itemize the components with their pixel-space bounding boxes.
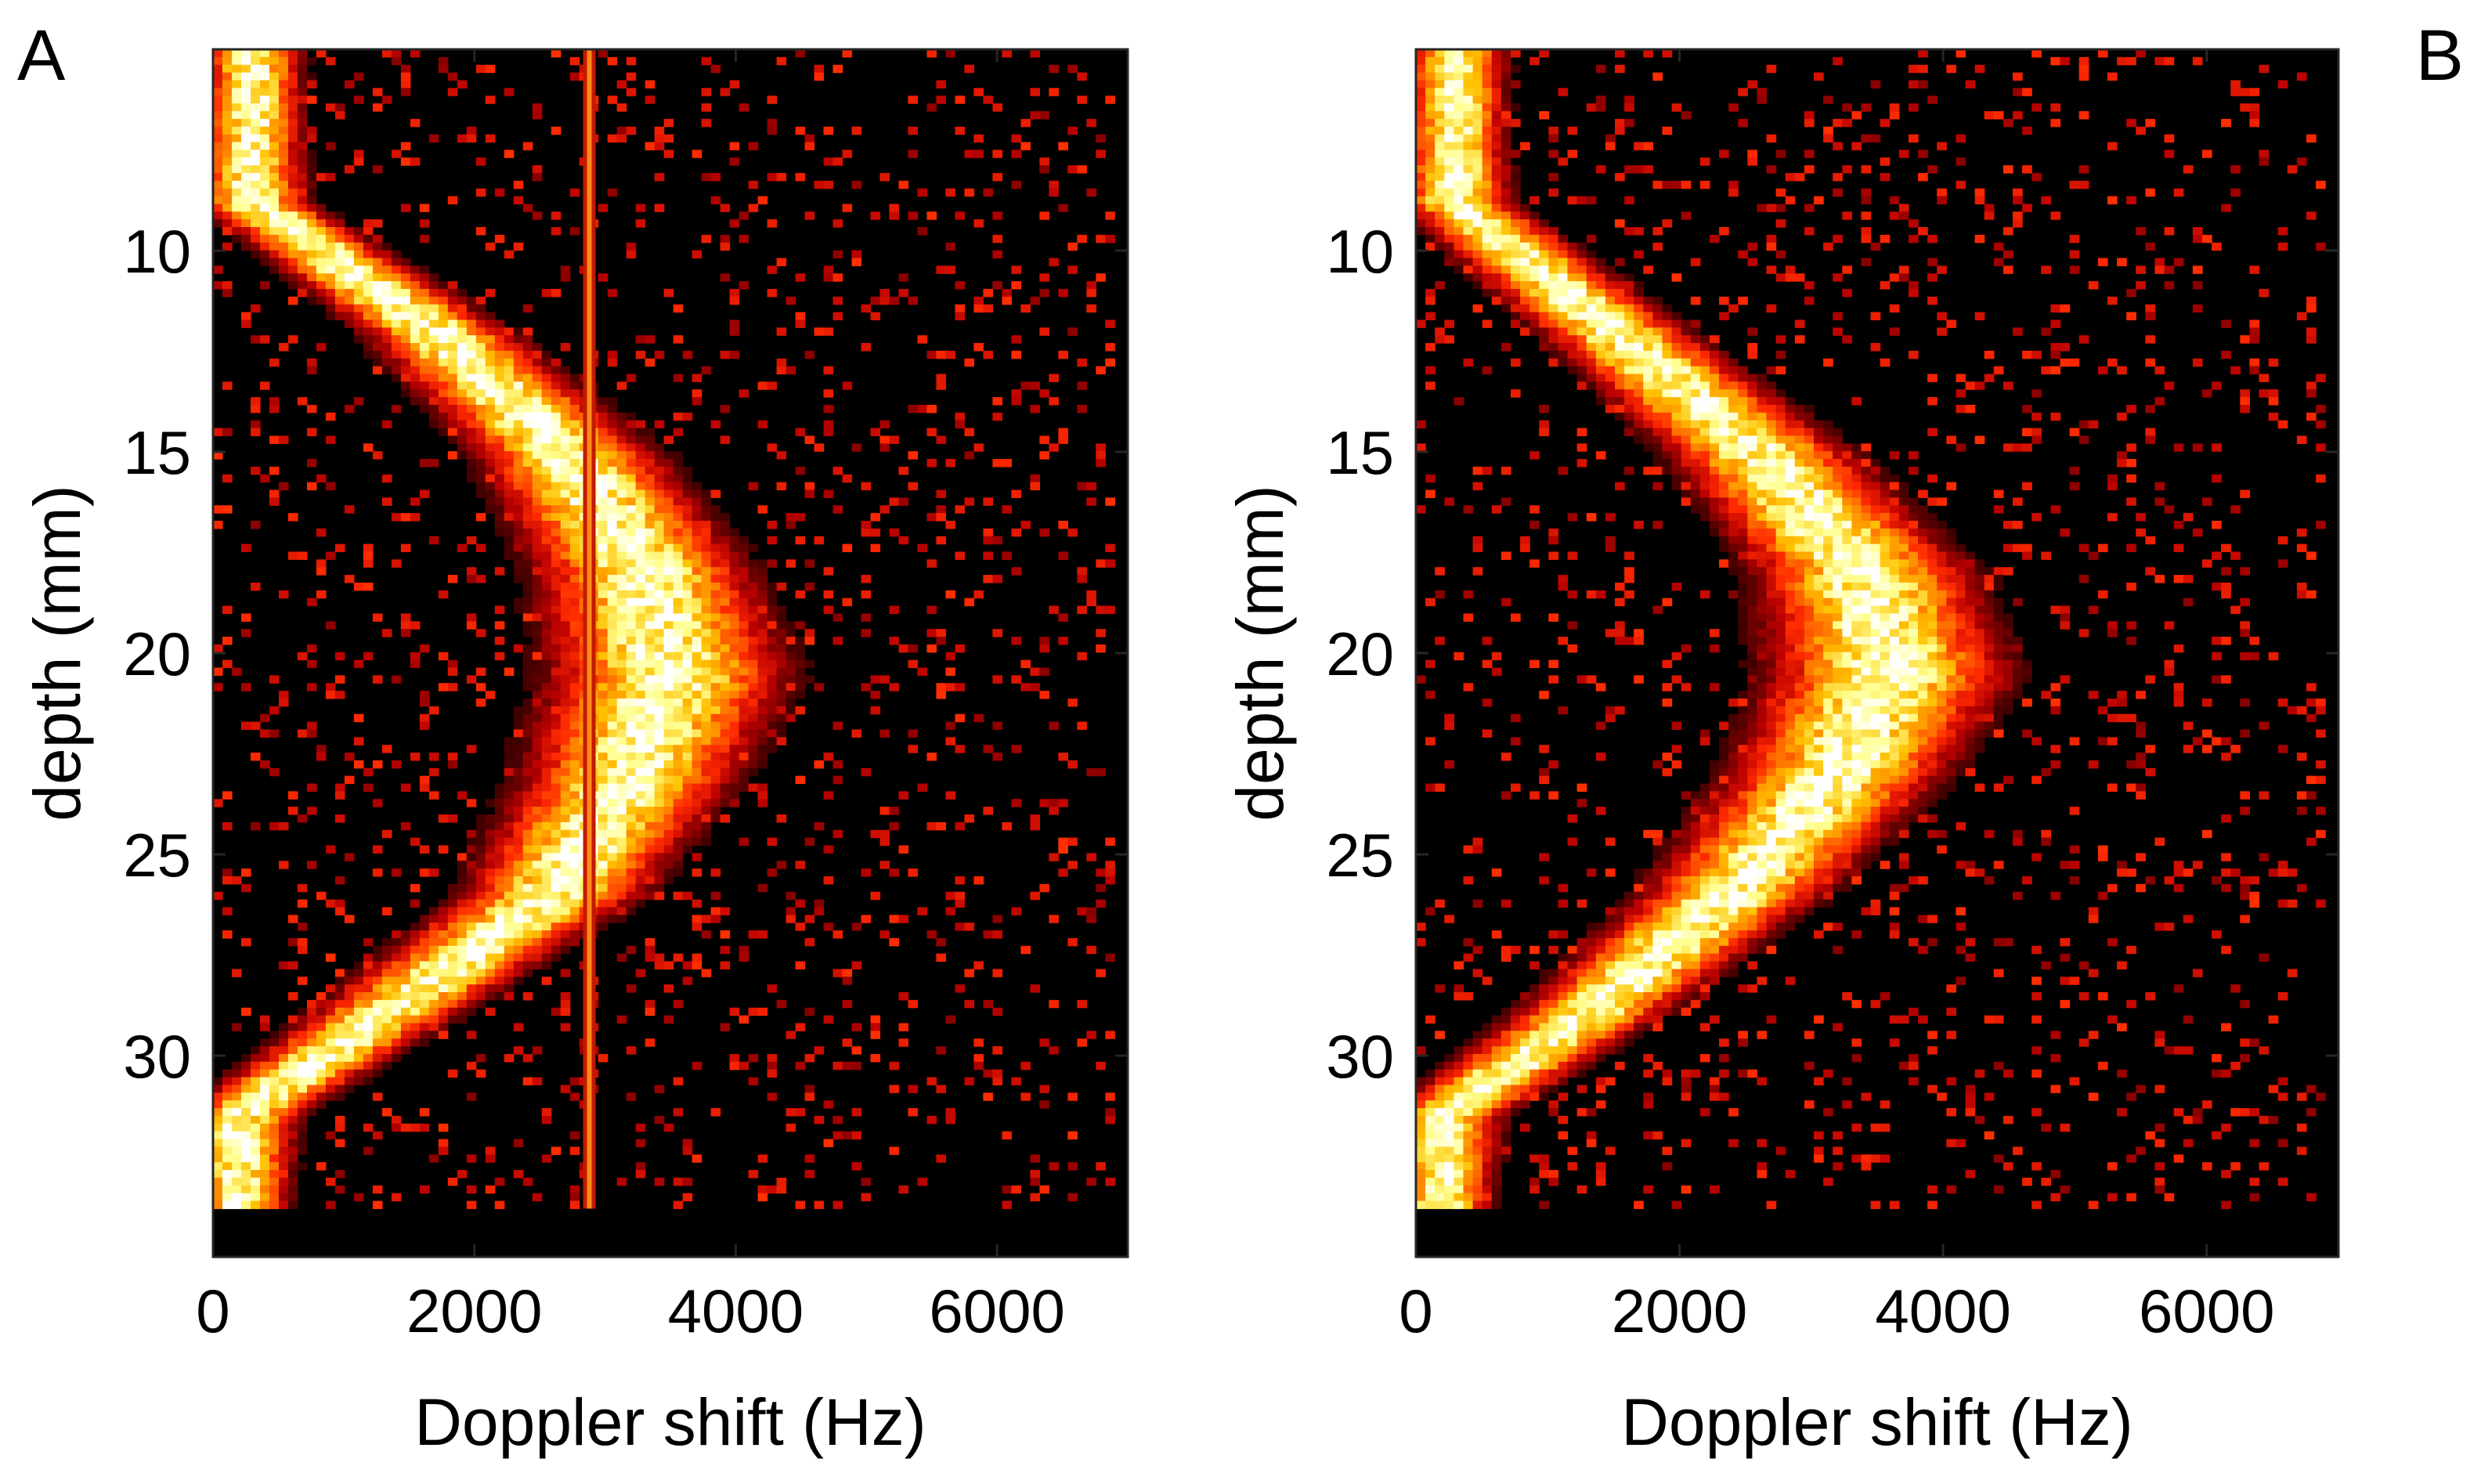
y-tick-label: 30 [1326, 1022, 1394, 1091]
x-tick-label: 6000 [2139, 1276, 2275, 1345]
panel-label: A [17, 16, 66, 96]
clutter-line-core [587, 49, 592, 1209]
y-tick-label: 10 [1326, 217, 1394, 286]
y-tick-label: 15 [123, 418, 191, 487]
x-tick-label: 0 [196, 1276, 229, 1345]
panel-label: B [2416, 16, 2464, 96]
heatmap [213, 49, 1115, 1209]
x-tick-label: 6000 [929, 1276, 1065, 1345]
y-tick-label: 10 [123, 217, 191, 286]
panel-a: 0 2000 4000 6000 10 15 20 25 30 Doppler shift (Hz… [17, 16, 1129, 1459]
panel-b: 0 2000 4000 6000 10 15 20 25 30 Doppler shift (Hz… [1223, 16, 2464, 1459]
x-axis-label: Doppler shift (Hz) [414, 1385, 926, 1459]
y-tick-label: 20 [123, 619, 191, 688]
y-tick-label: 30 [123, 1022, 191, 1091]
y-axis-label: depth (mm) [1223, 485, 1297, 821]
y-tick-label: 15 [1326, 418, 1394, 487]
x-tick-label: 4000 [1875, 1276, 2011, 1345]
y-tick-label: 25 [123, 821, 191, 890]
y-tick-label: 25 [1326, 821, 1394, 890]
y-tick-label: 20 [1326, 619, 1394, 688]
x-tick-label: 0 [1399, 1276, 1432, 1345]
y-axis-label: depth (mm) [20, 485, 94, 821]
x-axis-label: Doppler shift (Hz) [1621, 1385, 2133, 1459]
x-tick-label: 2000 [406, 1276, 543, 1345]
x-tick-label: 2000 [1612, 1276, 1748, 1345]
heatmap [1416, 49, 2326, 1209]
x-tick-label: 4000 [668, 1276, 804, 1345]
